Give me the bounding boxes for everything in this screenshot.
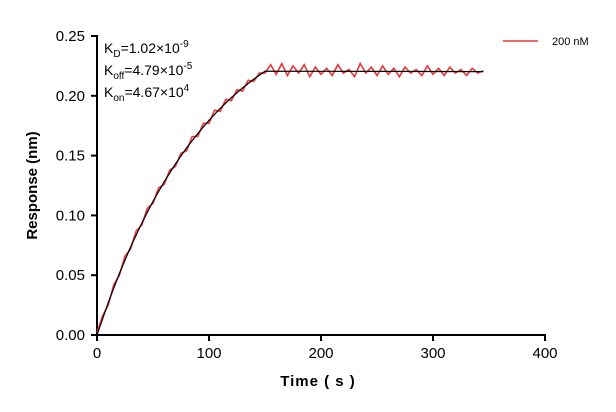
kinetic-annotation: KD=1.02×10-9 bbox=[104, 39, 189, 60]
y-tick-label: 0.10 bbox=[56, 207, 85, 224]
x-tick-label: 300 bbox=[420, 345, 445, 362]
y-tick-label: 0.25 bbox=[56, 28, 85, 45]
y-tick-label: 0.05 bbox=[56, 267, 85, 284]
y-tick-label: 0.20 bbox=[56, 88, 85, 105]
kinetic-annotation: Koff=4.79×10-5 bbox=[104, 61, 193, 82]
kinetic-annotation: Kon=4.67×104 bbox=[104, 83, 190, 104]
x-tick-label: 200 bbox=[308, 345, 333, 362]
y-tick-label: 0.15 bbox=[56, 148, 85, 165]
x-tick-label: 400 bbox=[532, 345, 557, 362]
x-tick-label: 100 bbox=[196, 345, 221, 362]
legend-label: 200 nM bbox=[552, 36, 589, 48]
fit-curve-line bbox=[96, 70, 484, 336]
y-axis-label: Response (nm) bbox=[24, 131, 41, 239]
x-axis-label: Time ( s ) bbox=[280, 373, 356, 390]
y-tick-label: 0.00 bbox=[56, 327, 85, 344]
x-tick-label: 0 bbox=[93, 345, 101, 362]
